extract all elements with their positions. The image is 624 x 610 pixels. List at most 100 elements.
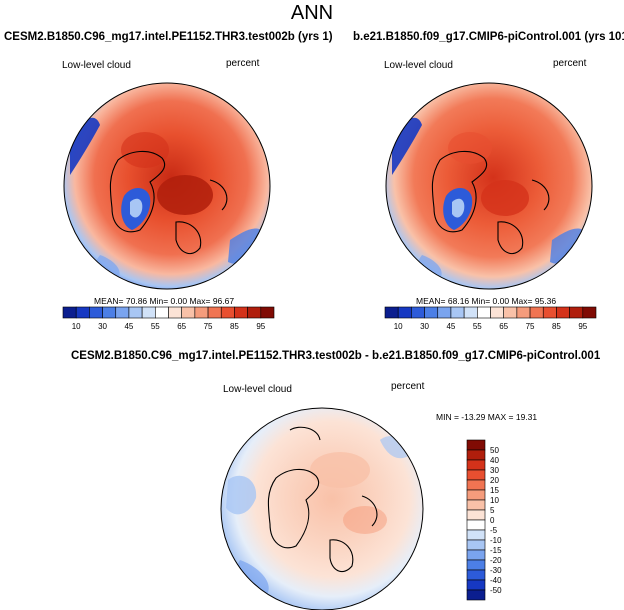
colorbar-2-box <box>569 306 584 319</box>
colorbar-1-tick-label: 45 <box>124 322 133 331</box>
colorbar-3-tick-label: 20 <box>490 476 499 485</box>
colorbar-2-tick-label: 85 <box>552 322 561 331</box>
panel-2-stats: MEAN= 68.16 Min= 0.00 Max= 95.36 <box>416 296 557 306</box>
map-3-coastlines <box>267 426 378 573</box>
colorbar-1-box <box>181 306 196 319</box>
colorbar-1-box <box>168 306 182 319</box>
colorbar-3-tick-label: -20 <box>490 556 502 565</box>
colorbar-1-box <box>155 306 169 319</box>
colorbar-2-box <box>556 306 570 319</box>
colorbar-2-tick-label: 55 <box>473 322 482 331</box>
colorbar-2-tick-label: 10 <box>394 322 403 331</box>
colorbar-3-box <box>466 449 486 461</box>
panel-1-stats: MEAN= 70.86 Min= 0.00 Max= 96.67 <box>94 296 235 306</box>
colorbar-3-box <box>466 499 486 511</box>
colorbar-3-box <box>466 479 486 491</box>
map-1-high-cloud-core <box>157 175 213 215</box>
colorbar-1-tick-label: 30 <box>98 322 107 331</box>
colorbar-3-tick-label: 40 <box>490 456 499 465</box>
colorbar-2-box <box>529 306 544 319</box>
panel-1-variable-label: Low-level cloud <box>62 60 131 71</box>
colorbar-3-tick-label: -50 <box>490 586 502 595</box>
colorbar-1-box <box>194 306 209 319</box>
colorbar-3-tick-label: -15 <box>490 546 502 555</box>
map-1-coastlines <box>109 150 228 255</box>
colorbar-1-box <box>128 306 143 319</box>
colorbar-2-box <box>450 306 465 319</box>
colorbar-3-box <box>466 469 486 481</box>
colorbar-2-box <box>411 306 425 319</box>
colorbar-3-box <box>466 489 486 501</box>
colorbar-2-box <box>503 306 518 319</box>
colorbar-1-box <box>89 306 103 319</box>
colorbar-1-box <box>207 306 222 319</box>
colorbar-1: 10 30 45 55 65 75 85 95 <box>62 306 275 331</box>
colorbar-3-box <box>466 509 486 521</box>
colorbar-1-box <box>141 306 156 319</box>
colorbar-2-box <box>477 306 491 319</box>
colorbar-1-box <box>220 306 235 319</box>
colorbar-3-tick-label: 50 <box>490 446 499 455</box>
colorbar-1-box <box>102 306 117 319</box>
colorbar-1-box <box>62 306 77 319</box>
colorbar-2-tick-label: 95 <box>578 322 587 331</box>
colorbar-3-tick-label: 0 <box>490 516 495 525</box>
panel-2-variable-label: Low-level cloud <box>384 60 453 71</box>
main-title: ANN <box>290 2 334 24</box>
colorbar-2-box <box>424 306 439 319</box>
map-3-field <box>221 408 423 610</box>
colorbar-2-tick-label: 65 <box>499 322 508 331</box>
colorbar-1-tick-label: 10 <box>72 322 81 331</box>
colorbar-3-tick-label: -5 <box>490 526 498 535</box>
colorbar-2-tick-label: 45 <box>446 322 455 331</box>
panel-2-title: b.e21.B1850.f09_g17.CMIP6-piControl.001 … <box>353 31 624 43</box>
colorbar-2-box <box>516 306 531 319</box>
map-3 <box>220 407 424 610</box>
colorbar-3-tick-label: 5 <box>490 506 495 515</box>
colorbar-1-tick-label: 65 <box>177 322 186 331</box>
map-2-coastlines <box>431 150 550 255</box>
colorbar-2-tick-label: 75 <box>526 322 535 331</box>
colorbar-3-tick-label: -30 <box>490 566 502 575</box>
colorbar-3-box <box>466 589 486 601</box>
colorbar-2-box <box>542 306 557 319</box>
panel-3-stats: MIN = -13.29 MAX = 19.31 <box>436 412 538 422</box>
colorbar-3-box <box>466 529 486 541</box>
colorbar-2-box <box>384 306 399 319</box>
colorbar-1-tick-label: 75 <box>204 322 213 331</box>
panel-3-units-label: percent <box>391 381 425 392</box>
map-1 <box>63 82 271 290</box>
colorbar-3-tick-label: -10 <box>490 536 502 545</box>
panel-2-units-label: percent <box>553 58 587 69</box>
colorbar-1-box <box>247 306 262 319</box>
panel-3-variable-label: Low-level cloud <box>223 384 292 395</box>
colorbar-1-tick-label: 85 <box>230 322 239 331</box>
colorbar-3-box <box>466 549 486 561</box>
colorbar-3-tick-label: 15 <box>490 486 499 495</box>
colorbar-1-tick-label: 55 <box>151 322 160 331</box>
colorbar-2: 10 30 45 55 65 75 85 95 <box>384 306 597 331</box>
map-2 <box>385 82 593 290</box>
colorbar-1-box <box>260 306 275 319</box>
colorbar-3-box <box>466 519 486 531</box>
panel-1-title: CESM2.B1850.C96_mg17.intel.PE1152.THR3.t… <box>4 31 333 43</box>
colorbar-1-box <box>75 306 90 319</box>
panel-1-units-label: percent <box>226 58 260 69</box>
colorbar-3-box <box>466 459 486 471</box>
colorbar-3-tick-label: 30 <box>490 466 499 475</box>
colorbar-1-box <box>115 306 130 319</box>
colorbar-2-box <box>437 306 452 319</box>
colorbar-3-box <box>466 539 486 551</box>
panel-3-title: CESM2.B1850.C96_mg17.intel.PE1152.THR3.t… <box>71 350 601 362</box>
colorbar-2-box <box>490 306 504 319</box>
colorbar-2-box <box>397 306 412 319</box>
colorbar-3-box <box>466 569 486 581</box>
colorbar-2-tick-label: 30 <box>420 322 429 331</box>
colorbar-3-box <box>466 439 486 451</box>
colorbar-2-box <box>463 306 478 319</box>
colorbar-3-tick-label: -40 <box>490 576 502 585</box>
colorbar-3-box <box>466 559 486 571</box>
colorbar-3-tick-label: 10 <box>490 496 499 505</box>
